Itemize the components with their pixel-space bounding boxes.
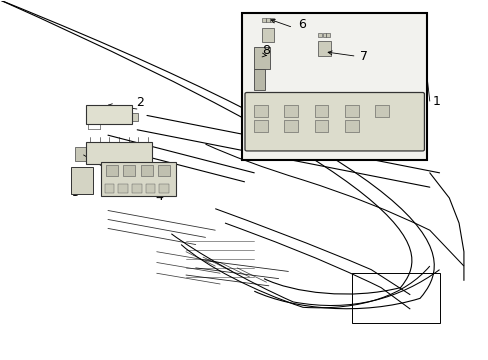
Bar	[314, 120, 328, 132]
Bar	[118, 184, 128, 193]
Bar	[71, 167, 93, 194]
Bar	[254, 105, 267, 117]
Text: 6: 6	[298, 18, 305, 31]
Bar	[326, 33, 330, 37]
Text: 7: 7	[359, 50, 367, 63]
Bar	[351, 273, 439, 323]
Bar	[374, 105, 388, 117]
Bar	[105, 165, 118, 176]
Bar	[318, 33, 322, 37]
Bar	[132, 184, 142, 193]
Text: 2: 2	[136, 96, 143, 109]
Text: 4: 4	[155, 190, 163, 203]
Bar	[261, 28, 273, 42]
Text: 3: 3	[106, 168, 114, 181]
Bar	[284, 120, 298, 132]
Bar	[141, 165, 153, 176]
Bar	[123, 165, 135, 176]
Bar	[104, 184, 114, 193]
Bar	[75, 147, 87, 161]
Bar	[344, 105, 358, 117]
Bar	[86, 105, 132, 125]
Bar	[254, 47, 269, 69]
Bar	[159, 184, 168, 193]
Bar	[158, 165, 170, 176]
Bar	[322, 33, 326, 37]
Bar	[265, 18, 269, 22]
Bar	[254, 120, 267, 132]
Text: 1: 1	[431, 95, 439, 108]
Bar	[284, 105, 298, 117]
FancyBboxPatch shape	[244, 93, 424, 151]
Bar	[269, 18, 273, 22]
Bar	[254, 69, 264, 90]
Bar	[344, 120, 358, 132]
Bar	[101, 162, 176, 196]
Text: 8: 8	[262, 44, 270, 57]
Bar	[242, 13, 427, 160]
Bar	[145, 184, 155, 193]
Bar	[86, 141, 152, 164]
Text: 5: 5	[72, 186, 80, 199]
Bar	[314, 105, 328, 117]
Bar	[132, 113, 138, 121]
Bar	[317, 41, 330, 56]
Bar	[262, 18, 265, 22]
